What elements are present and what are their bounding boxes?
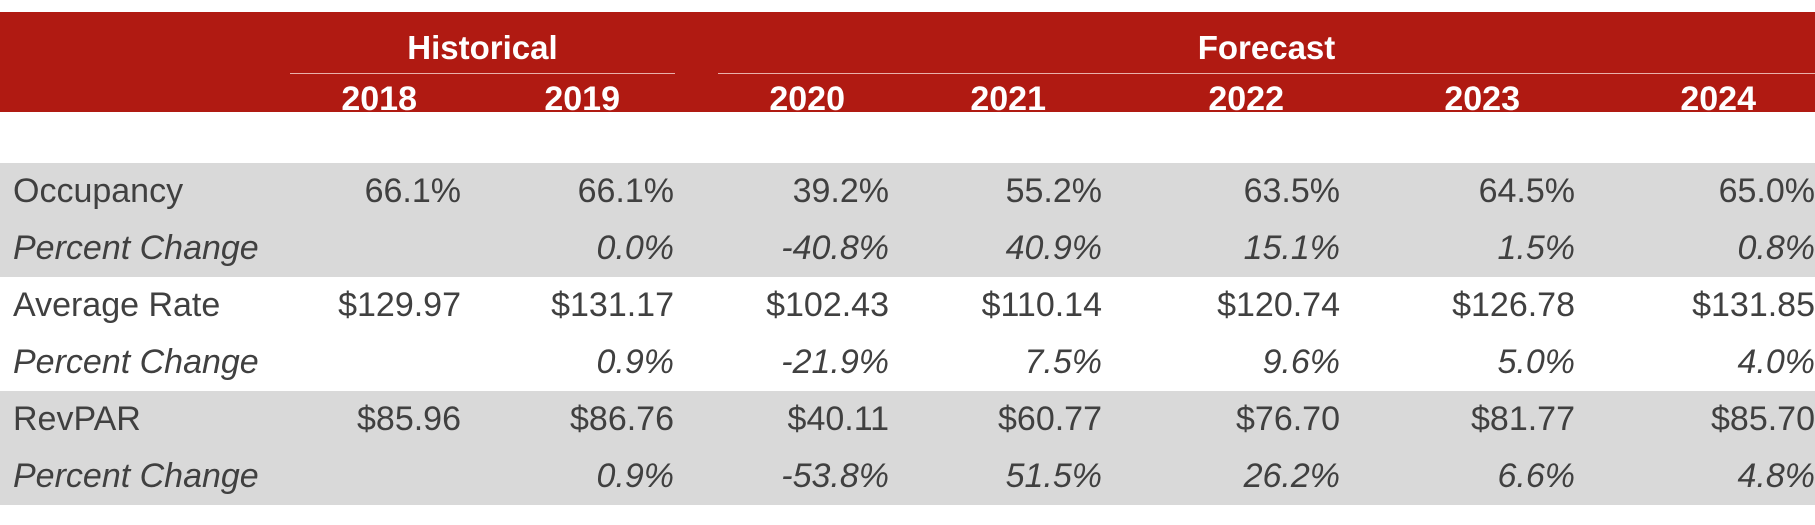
table-cell: 15.1%: [1243, 229, 1340, 267]
row-label: Average Rate: [13, 286, 221, 324]
table-cell: $120.74: [1217, 286, 1340, 324]
table-cell: 1.5%: [1497, 229, 1576, 267]
row-label: Percent Change: [13, 343, 259, 381]
table-cell: $40.11: [787, 400, 889, 438]
table-cell: 51.5%: [1005, 457, 1102, 495]
table-cell: $85.96: [357, 400, 461, 438]
table-header: Historical Forecast 2018 2019 2020 2021 …: [0, 12, 1815, 118]
table-cell: 66.1%: [577, 172, 674, 210]
table-cell: 4.0%: [1737, 343, 1815, 381]
table-row: Average Rate $129.97 $131.17 $102.43 $110.14…: [0, 277, 1815, 334]
table-row: Occupancy 66.1% 66.1% 39.2% 55.2% 63.5% 64.5% 6…: [0, 163, 1815, 220]
table-cell: $81.77: [1471, 400, 1575, 438]
table-cell: [271, 448, 461, 505]
year-header: 2019: [544, 80, 620, 118]
table-cell: 40.9%: [1005, 229, 1102, 267]
table-cell: 6.6%: [1497, 457, 1576, 495]
table-cell: $60.77: [998, 400, 1102, 438]
table-cell: 63.5%: [1243, 172, 1340, 210]
table-row: Percent Change 0.9% -21.9% 7.5% 9.6% 5.0% 4.0%: [0, 334, 1815, 391]
table-cell: 66.1%: [364, 172, 461, 210]
table-cell: $131.85: [1692, 286, 1815, 324]
table-cell: [271, 334, 461, 391]
table-cell: 0.8%: [1737, 229, 1815, 267]
table-cell: -40.8%: [781, 229, 889, 267]
year-header: 2021: [970, 80, 1046, 118]
table-cell: $110.14: [981, 286, 1102, 324]
table-cell: 5.0%: [1497, 343, 1576, 381]
table-cell: $126.78: [1452, 286, 1575, 324]
table-cell: 64.5%: [1478, 172, 1575, 210]
group-label-forecast: Forecast: [1197, 29, 1336, 66]
year-header: 2022: [1208, 80, 1284, 118]
row-label: Percent Change: [13, 457, 259, 495]
table-cell: $129.97: [338, 286, 461, 324]
row-label: RevPAR: [13, 400, 141, 438]
table-cell: 0.9%: [596, 457, 675, 495]
table-cell: 39.2%: [792, 172, 889, 210]
table-cell: 0.0%: [596, 229, 675, 267]
table-cell: 7.5%: [1024, 343, 1103, 381]
table-cell: -53.8%: [781, 457, 889, 495]
table-cell: [271, 220, 461, 277]
group-divider-forecast: [718, 73, 1815, 74]
table-cell: 4.8%: [1737, 457, 1815, 495]
table-cell: $131.17: [551, 286, 674, 324]
table-cell: $102.43: [766, 286, 889, 324]
group-label-historical: Historical: [407, 29, 558, 66]
table-cell: 65.0%: [1718, 172, 1815, 210]
table-cell: 0.9%: [596, 343, 675, 381]
row-label: Occupancy: [13, 172, 184, 210]
table-cell: 55.2%: [1005, 172, 1102, 210]
year-header: 2024: [1680, 80, 1756, 118]
table-cell: $76.70: [1236, 400, 1340, 438]
year-header: 2018: [341, 80, 417, 118]
year-header: 2023: [1444, 80, 1520, 118]
table-cell: $85.70: [1711, 400, 1815, 438]
table-cell: $86.76: [570, 400, 674, 438]
row-label: Percent Change: [13, 229, 259, 267]
table-row: RevPAR $85.96 $86.76 $40.11 $60.77 $76.70 $81.…: [0, 391, 1815, 448]
table-row: Percent Change 0.0% -40.8% 40.9% 15.1% 1.5% 0.…: [0, 220, 1815, 277]
group-divider-historical: [290, 73, 675, 74]
year-header: 2020: [769, 80, 845, 118]
table-row: Percent Change 0.9% -53.8% 51.5% 26.2% 6.6% 4.…: [0, 448, 1815, 505]
table-cell: -21.9%: [781, 343, 889, 381]
table-cell: 26.2%: [1243, 457, 1340, 495]
table-cell: 9.6%: [1262, 343, 1341, 381]
